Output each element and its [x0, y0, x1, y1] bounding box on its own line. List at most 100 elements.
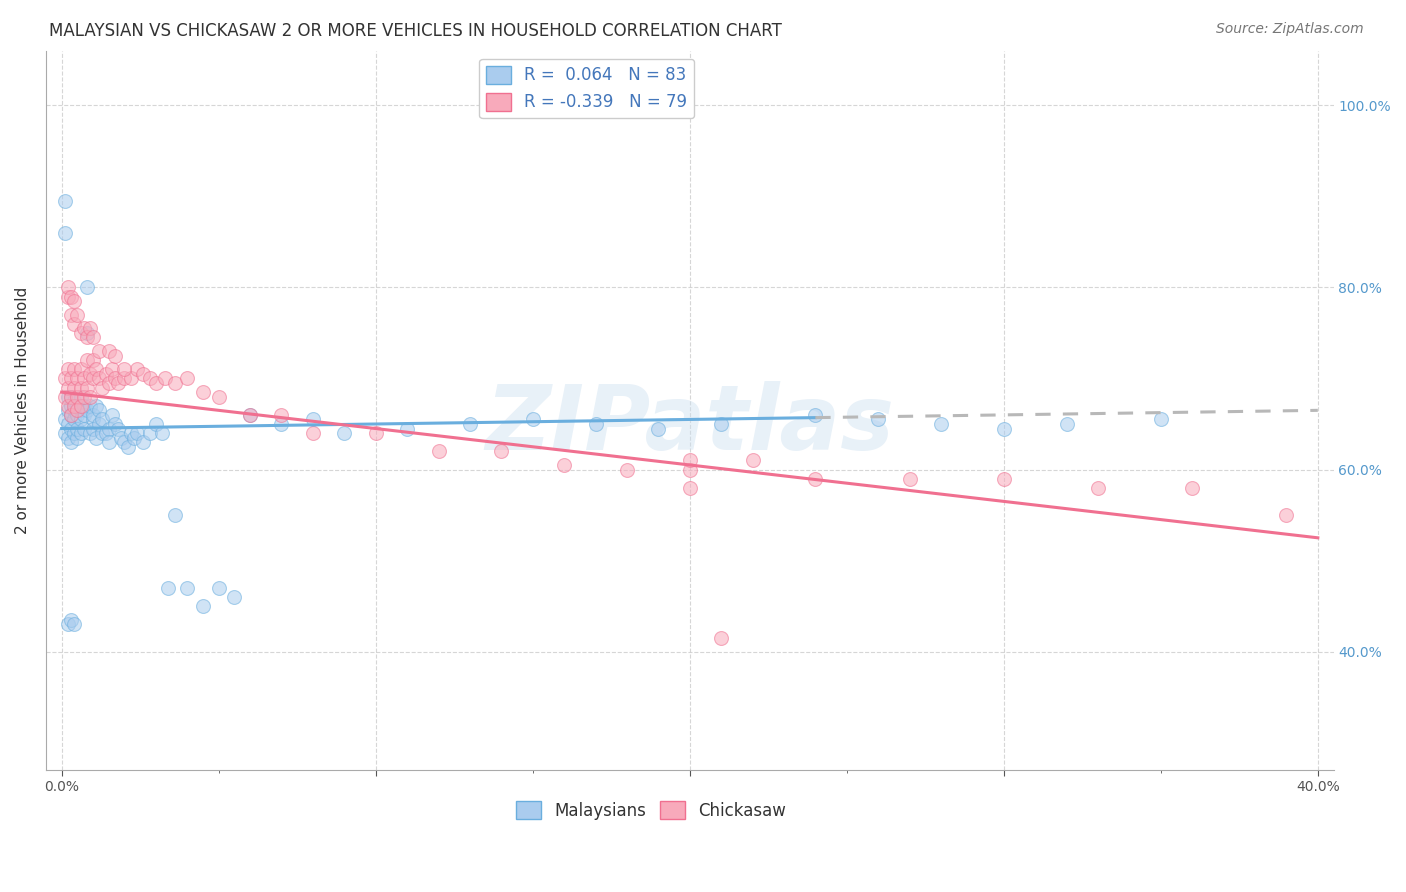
Point — [458, 417, 481, 431]
Point — [63, 399, 86, 413]
Point — [163, 508, 186, 522]
Point — [84, 431, 107, 445]
Point — [1275, 508, 1298, 522]
Point — [993, 472, 1015, 486]
Point — [60, 613, 83, 627]
Point — [804, 472, 827, 486]
Point — [82, 421, 104, 435]
Point — [104, 349, 127, 363]
Point — [239, 408, 262, 422]
Point — [993, 421, 1015, 435]
Point — [120, 426, 142, 441]
Point — [82, 330, 104, 344]
Point — [56, 431, 79, 445]
Point — [101, 408, 124, 422]
Point — [208, 581, 231, 595]
Point — [122, 431, 145, 445]
Point — [91, 426, 114, 441]
Point — [56, 403, 79, 417]
Point — [132, 367, 155, 381]
Point — [60, 390, 83, 404]
Point — [63, 403, 86, 417]
Point — [553, 458, 575, 472]
Point — [710, 631, 733, 645]
Point — [56, 399, 79, 413]
Y-axis label: 2 or more Vehicles in Household: 2 or more Vehicles in Household — [15, 286, 30, 534]
Point — [679, 481, 702, 495]
Point — [53, 390, 76, 404]
Point — [94, 367, 117, 381]
Point — [117, 440, 139, 454]
Text: Source: ZipAtlas.com: Source: ZipAtlas.com — [1216, 22, 1364, 37]
Point — [270, 408, 292, 422]
Point — [104, 417, 127, 431]
Point — [710, 417, 733, 431]
Point — [79, 390, 101, 404]
Point — [63, 381, 86, 395]
Point — [138, 426, 160, 441]
Point — [69, 362, 91, 376]
Point — [63, 412, 86, 426]
Point — [132, 435, 155, 450]
Point — [56, 381, 79, 395]
Point — [76, 330, 98, 344]
Point — [60, 308, 83, 322]
Point — [69, 412, 91, 426]
Point — [138, 371, 160, 385]
Point — [76, 381, 98, 395]
Point — [120, 371, 142, 385]
Point — [63, 394, 86, 409]
Point — [79, 367, 101, 381]
Point — [56, 362, 79, 376]
Point — [56, 280, 79, 294]
Point — [114, 435, 136, 450]
Point — [76, 353, 98, 368]
Point — [69, 426, 91, 441]
Point — [107, 421, 129, 435]
Point — [101, 362, 124, 376]
Point — [56, 390, 79, 404]
Point — [79, 426, 101, 441]
Text: MALAYSIAN VS CHICKASAW 2 OR MORE VEHICLES IN HOUSEHOLD CORRELATION CHART: MALAYSIAN VS CHICKASAW 2 OR MORE VEHICLE… — [49, 22, 782, 40]
Point — [66, 431, 89, 445]
Point — [491, 444, 513, 458]
Point — [125, 362, 148, 376]
Point — [176, 581, 198, 595]
Point — [94, 426, 117, 441]
Point — [60, 408, 83, 422]
Point — [63, 317, 86, 331]
Point — [868, 412, 890, 426]
Point — [76, 403, 98, 417]
Point — [69, 326, 91, 340]
Point — [60, 399, 83, 413]
Point — [1150, 412, 1173, 426]
Point — [89, 403, 111, 417]
Point — [63, 617, 86, 632]
Point — [125, 426, 148, 441]
Point — [155, 371, 177, 385]
Point — [191, 599, 214, 613]
Point — [191, 385, 214, 400]
Point — [60, 289, 83, 303]
Point — [89, 371, 111, 385]
Point — [53, 426, 76, 441]
Point — [72, 321, 94, 335]
Point — [66, 390, 89, 404]
Point — [89, 417, 111, 431]
Point — [163, 376, 186, 390]
Point — [60, 408, 83, 422]
Point — [97, 435, 120, 450]
Point — [69, 381, 91, 395]
Point — [76, 326, 98, 340]
Point — [60, 390, 83, 404]
Point — [647, 421, 669, 435]
Point — [69, 390, 91, 404]
Point — [63, 426, 86, 441]
Point — [60, 421, 83, 435]
Point — [145, 417, 167, 431]
Point — [224, 590, 246, 604]
Point — [91, 412, 114, 426]
Point — [79, 399, 101, 413]
Point — [72, 390, 94, 404]
Point — [72, 399, 94, 413]
